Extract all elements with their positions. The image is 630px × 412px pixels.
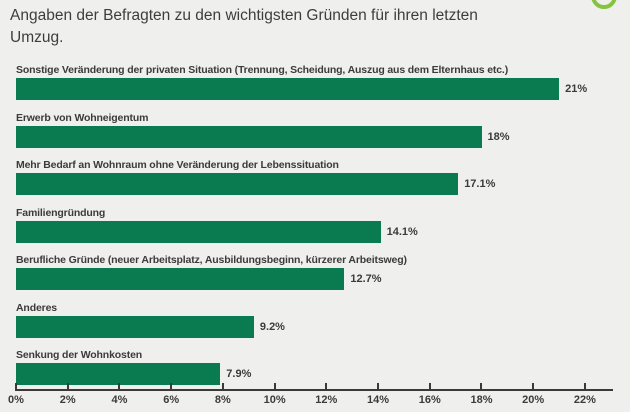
bar — [16, 173, 459, 195]
x-axis-tick — [273, 383, 276, 391]
bar-value-label: 7.9% — [226, 368, 252, 380]
x-axis-tick-label: 2% — [59, 394, 76, 406]
x-axis-tick — [66, 383, 69, 391]
chart-row: Erwerb von Wohneigentum 18% — [16, 112, 626, 148]
x-axis-tick-label: 20% — [522, 394, 545, 406]
bar-value-label: 12.7% — [350, 273, 382, 285]
bar-track: 18% — [16, 125, 626, 148]
x-axis-tick — [480, 383, 483, 391]
bar-track: 17.1% — [16, 173, 626, 195]
x-axis-tick-label: 10% — [263, 394, 286, 406]
bar-track: 12.7% — [16, 268, 626, 290]
bar-track: 9.2% — [16, 315, 626, 338]
x-axis-tick-label: 6% — [163, 394, 180, 406]
x-axis-tick — [377, 383, 380, 391]
x-axis-tick — [428, 383, 431, 391]
bar-value-label: 9.2% — [259, 320, 285, 333]
x-axis-tick — [532, 383, 535, 391]
bar-track: 21% — [16, 78, 626, 100]
x-axis-tick-label: 16% — [418, 394, 441, 406]
bar-track: 7.9% — [16, 363, 626, 385]
bar-track: 14.1% — [16, 220, 626, 243]
x-axis-tick-label: 0% — [8, 394, 24, 406]
x-axis — [15, 383, 613, 391]
chart-row: Sonstige Veränderung der privaten Situat… — [16, 64, 626, 100]
chart-title-line1: Angaben der Befragten zu den wichtigsten… — [10, 7, 478, 24]
x-axis-tick — [583, 383, 586, 391]
x-axis-tick — [118, 383, 121, 391]
chart-title: Angaben der Befragten zu den wichtigsten… — [10, 5, 610, 49]
x-axis-tick-label: 18% — [470, 394, 493, 406]
x-axis-tick-label: 12% — [315, 394, 338, 406]
bar — [16, 268, 345, 290]
bar — [16, 125, 482, 148]
bar-label: Familiengründung — [16, 206, 106, 219]
x-axis-tick — [15, 383, 17, 391]
bar-label: Erwerb von Wohneigentum — [16, 111, 149, 124]
bar-value-label: 18% — [487, 130, 510, 143]
x-axis-tick — [221, 383, 224, 391]
chart-row: Anderes 9.2% — [16, 302, 626, 338]
bar-label: Mehr Bedarf an Wohnraum ohne Veränderung… — [16, 159, 339, 171]
bar — [16, 363, 221, 385]
bar-label: Senkung der Wohnkosten — [16, 349, 143, 361]
x-axis-tick-label: 4% — [111, 394, 128, 406]
chart-title-line2: Umzug. — [10, 29, 64, 46]
x-axis-tick-label: 22% — [573, 394, 596, 406]
bar-label: Sonstige Veränderung der privaten Situat… — [16, 64, 509, 76]
x-axis-line — [16, 389, 613, 391]
bar-value-label: 14.1% — [386, 225, 418, 238]
x-axis-tick — [170, 383, 173, 391]
x-axis-tick-label: 8% — [214, 394, 231, 406]
bar — [16, 220, 381, 243]
chart-row: Familiengründung 14.1% — [16, 207, 626, 243]
x-axis-tick — [325, 383, 328, 391]
bar-label: Berufliche Gründe (neuer Arbeitsplatz, A… — [16, 254, 407, 266]
bar-label: Anderes — [16, 301, 57, 314]
chart-row: Senkung der Wohnkosten 7.9% — [16, 349, 626, 385]
chart-row: Berufliche Gründe (neuer Arbeitsplatz, A… — [16, 254, 626, 290]
bar-value-label: 21% — [565, 83, 588, 95]
bar — [16, 78, 560, 100]
x-axis-tick-label: 14% — [367, 394, 390, 406]
x-axis-labels: 0% 2% 4% 6% 8% 10% 12% 14% 16% 18% 20% 22% — [8, 394, 622, 408]
bar-value-label: 17.1% — [464, 178, 496, 190]
chart-row: Mehr Bedarf an Wohnraum ohne Veränderung… — [16, 159, 626, 195]
bar — [16, 315, 254, 338]
